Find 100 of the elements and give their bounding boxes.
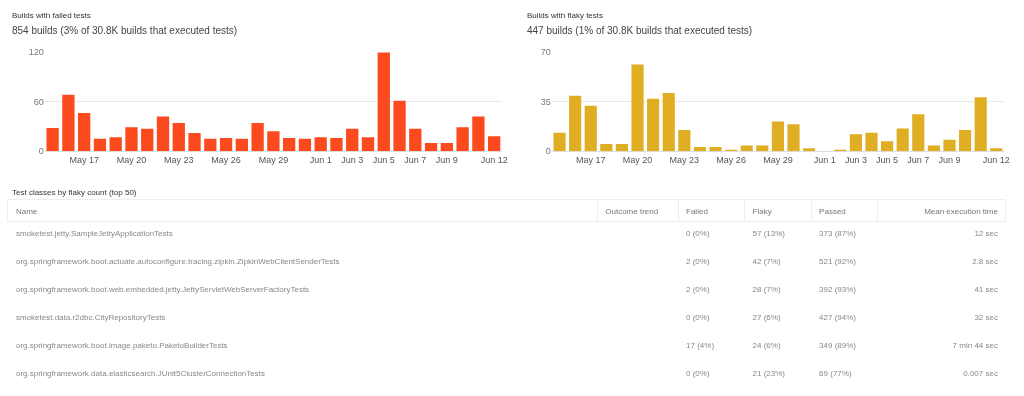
bar — [849, 134, 862, 152]
text: 17 (4%) — [686, 340, 715, 350]
text: 27 (6%) — [752, 312, 781, 322]
x-tick-label: May 17 — [575, 155, 606, 166]
text: 0 (0%) — [686, 368, 710, 378]
text: 69 (77%) — [819, 368, 852, 378]
bar — [141, 128, 154, 152]
x-tick-label: Jun 12 — [480, 155, 508, 166]
bar — [912, 114, 925, 152]
x-tick-label: May 23 — [164, 155, 194, 166]
bar — [881, 141, 894, 152]
text: 2 (0%) — [686, 256, 710, 266]
x-tick-label: Jun 5 — [372, 155, 395, 166]
text: 0 (0%) — [686, 228, 710, 238]
bar — [896, 128, 909, 152]
bar — [188, 132, 201, 152]
x-tick-label: May 17 — [69, 155, 99, 166]
x-tick-label: Jun 7 — [404, 155, 427, 166]
bar — [943, 139, 956, 152]
text: 57 (13%) — [752, 228, 786, 238]
bar — [693, 146, 707, 152]
text: org.springframework.boot.web.embedded.jetty.JettyServletWebServerFactoryTests — [15, 284, 310, 294]
bar — [974, 97, 987, 152]
bar — [346, 128, 359, 152]
x-tick-label: May 26 — [211, 155, 241, 166]
x-tick-label: Jun 3 — [341, 155, 364, 166]
text: org.springframework.boot.actuate.autoconfigure.tracing.zipkin.ZipkinWebClientSenderTests — [15, 256, 340, 266]
bar — [865, 132, 878, 152]
category-label: Passed — [819, 206, 846, 216]
x-tick-label: May 26 — [716, 155, 746, 166]
bar — [314, 137, 327, 152]
bar — [330, 137, 343, 152]
text: 392 (93%) — [819, 284, 857, 294]
x-tick-label: Jun 5 — [876, 155, 899, 166]
bar — [298, 138, 312, 152]
bar — [283, 137, 296, 152]
bar — [553, 132, 566, 152]
y-tick-label: 35 — [540, 96, 551, 107]
bar — [787, 124, 800, 152]
bar — [771, 121, 784, 152]
text: smoketest.data.r2dbc.CityRepositoryTests — [15, 312, 166, 322]
x-tick-label: May 29 — [763, 155, 793, 166]
text: Test classes by flaky count (top 50) — [12, 188, 137, 197]
x-tick-label: May 29 — [258, 155, 289, 166]
bar — [569, 95, 582, 152]
bar — [393, 100, 406, 152]
bar — [409, 128, 422, 152]
y-tick-label: 70 — [540, 46, 551, 57]
text: 373 (87%) — [819, 228, 857, 238]
text: 2.8 sec — [972, 256, 998, 266]
text: 7 min 44 sec — [952, 340, 998, 350]
bar — [46, 128, 59, 152]
bar — [959, 129, 972, 152]
bar — [424, 142, 438, 152]
text: 427 (94%) — [819, 312, 857, 322]
bar — [803, 148, 816, 152]
bar — [204, 138, 217, 152]
category-label: Flaky — [752, 206, 772, 216]
text: 0.007 sec — [963, 368, 998, 378]
category-label: Outcome trend — [605, 206, 659, 216]
bar — [125, 127, 138, 152]
text: 2 (0%) — [686, 284, 710, 294]
bar — [251, 123, 264, 152]
bar — [631, 64, 644, 152]
bar — [172, 123, 185, 152]
x-tick-label: May 20 — [116, 155, 147, 166]
chart-title: Builds with flaky tests — [527, 11, 604, 20]
bar — [662, 92, 675, 152]
category-label: Failed — [686, 206, 708, 216]
category-label: Mean execution time — [924, 206, 999, 216]
bar — [709, 146, 722, 152]
bar — [219, 137, 233, 152]
y-tick-label: 60 — [33, 96, 44, 107]
text: smoketest.jetty.SampleJettyApplicationTests — [15, 228, 173, 238]
x-tick-label: Jun 7 — [907, 155, 930, 166]
text: 21 (23%) — [752, 368, 786, 378]
text: 521 (92%) — [819, 256, 857, 266]
bar — [584, 105, 597, 152]
bar — [93, 138, 107, 152]
x-tick-label: Jun 1 — [309, 155, 332, 166]
x-tick-label: Jun 9 — [435, 155, 458, 166]
y-tick-label: 0 — [38, 146, 44, 157]
chart-subtitle: 854 builds (3% of 30.8K builds that executed tests) — [12, 25, 238, 36]
x-tick-label: Jun 3 — [844, 155, 867, 166]
text: 0 (0%) — [686, 312, 710, 322]
bar — [156, 116, 170, 152]
bar — [647, 98, 660, 152]
text: 42 (7%) — [752, 256, 781, 266]
text: 41 sec — [974, 284, 998, 294]
text: 12 sec — [974, 228, 998, 238]
y-tick-label: 0 — [545, 146, 551, 157]
chart-title: Builds with failed tests — [12, 11, 91, 20]
bar — [472, 116, 485, 152]
bar — [361, 137, 375, 152]
bar — [78, 113, 91, 152]
bar — [488, 136, 501, 152]
chart-subtitle: 447 builds (1% of 30.8K builds that executed tests) — [527, 25, 753, 36]
bar — [990, 148, 1003, 152]
bar — [600, 144, 613, 152]
bar — [235, 138, 248, 152]
